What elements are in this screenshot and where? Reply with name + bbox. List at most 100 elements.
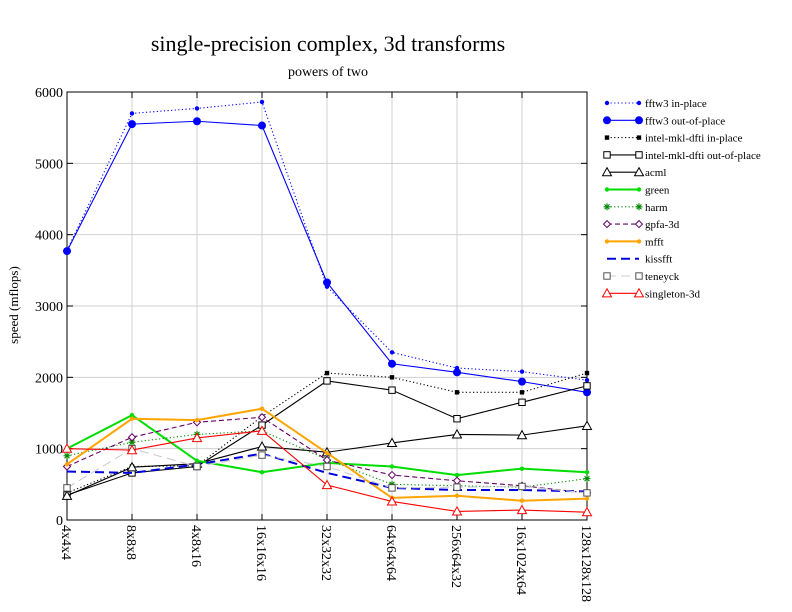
data-point-teneyck xyxy=(63,484,71,492)
legend-marker xyxy=(604,135,610,140)
legend-label: teneyck xyxy=(645,271,680,283)
data-point-green xyxy=(389,464,395,469)
data-point-singleton-3d xyxy=(256,425,268,435)
legend-entry-acml: acml xyxy=(601,166,666,179)
y-tick-label: 4000 xyxy=(35,229,63,244)
data-point-mfft xyxy=(454,493,460,498)
data-point-fftw3-out-of-place xyxy=(583,388,591,397)
data-point-teneyck xyxy=(453,483,461,491)
x-tick-label: 4x4x4 xyxy=(58,525,73,560)
data-point-intel-mkl-dfti-in-place xyxy=(584,370,590,376)
legend-entry-teneyck: teneyck xyxy=(603,271,680,283)
data-point-intel-mkl-dfti-in-place xyxy=(519,390,525,395)
data-point-singleton-3d xyxy=(126,444,138,455)
data-point-teneyck xyxy=(518,482,526,491)
data-point-intel-mkl-dfti-out-of-place xyxy=(518,398,526,407)
data-point-mfft xyxy=(584,496,590,501)
data-point-teneyck xyxy=(583,489,591,497)
legend: fftw3 in-place fftw3 out-of-place intel-mk… xyxy=(601,98,761,300)
data-point-acml xyxy=(386,437,398,448)
data-point-mfft xyxy=(194,417,200,423)
data-point-fftw3-in-place xyxy=(584,377,590,383)
data-point-gpfa-3d xyxy=(452,476,462,485)
series-line-kissfft xyxy=(66,452,588,493)
data-point-fftw3-in-place xyxy=(519,369,525,374)
data-point-mfft xyxy=(64,462,70,467)
data-point-singleton-3d xyxy=(61,443,73,453)
series-mfft xyxy=(64,406,590,503)
legend-entry-green: green xyxy=(604,185,670,197)
legend-label: singleton-3d xyxy=(645,288,700,300)
data-point-intel-mkl-dfti-in-place xyxy=(324,370,330,376)
series-teneyck xyxy=(63,444,591,497)
legend-marker xyxy=(604,100,610,106)
legend-entry-fftw3-out-of-place: fftw3 out-of-place xyxy=(603,115,725,127)
data-point-green xyxy=(129,412,135,418)
data-point-acml xyxy=(256,440,268,451)
legend-marker xyxy=(603,116,611,125)
legend-label: intel-mkl-dfti in-place xyxy=(645,133,743,145)
data-point-fftw3-in-place xyxy=(129,111,135,116)
data-point-intel-mkl-dfti-out-of-place xyxy=(323,377,331,385)
data-point-singleton-3d xyxy=(321,479,333,490)
series-line-teneyck xyxy=(66,448,588,494)
legend-label: gpfa-3d xyxy=(645,219,680,231)
legend-label: harm xyxy=(645,202,668,214)
x-tick-label: 4x8x16 xyxy=(188,525,203,567)
data-point-fftw3-out-of-place xyxy=(518,377,526,386)
data-point-fftw3-out-of-place xyxy=(193,117,201,126)
legend-marker xyxy=(633,166,645,177)
data-point-fftw3-out-of-place xyxy=(323,278,331,287)
legend-label: kissfft xyxy=(645,254,672,266)
data-point-fftw3-out-of-place xyxy=(63,247,71,256)
legend-marker xyxy=(601,166,613,177)
data-point-fftw3-in-place xyxy=(194,106,200,111)
legend-label: fftw3 in-place xyxy=(645,98,707,110)
series-singleton-3d xyxy=(61,425,593,517)
legend-entry-intel-mkl-dfti-in-place: intel-mkl-dfti in-place xyxy=(604,133,743,145)
data-point-gpfa-3d xyxy=(257,413,267,422)
legend-marker xyxy=(603,203,611,211)
data-point-fftw3-out-of-place xyxy=(128,120,136,129)
data-point-singleton-3d xyxy=(191,432,203,443)
data-point-acml xyxy=(126,461,138,472)
legend-marker xyxy=(633,287,645,298)
legend-marker xyxy=(601,287,613,298)
legend-marker xyxy=(603,151,611,159)
y-tick-label: 2000 xyxy=(35,371,63,386)
chart-subtitle: powers of two xyxy=(288,65,368,80)
data-point-teneyck xyxy=(388,484,396,492)
legend-entry-mfft: mfft xyxy=(604,236,664,248)
data-point-mfft xyxy=(259,406,265,411)
data-point-fftw3-in-place xyxy=(259,99,265,105)
data-point-acml xyxy=(451,428,463,439)
grid-lines xyxy=(67,92,587,520)
x-tick-label: 256x64x32 xyxy=(448,525,463,588)
data-point-mfft xyxy=(324,450,330,456)
legend-label: acml xyxy=(645,167,666,179)
legend-entry-singleton-3d: singleton-3d xyxy=(601,287,700,300)
data-point-teneyck xyxy=(258,451,266,459)
data-point-teneyck xyxy=(193,462,201,471)
legend-marker xyxy=(636,135,642,140)
series-kissfft xyxy=(66,452,588,493)
legend-marker xyxy=(634,219,644,229)
x-tick-label: 8x8x8 xyxy=(123,525,138,560)
data-point-mfft xyxy=(519,498,525,503)
y-tick-label: 5000 xyxy=(35,157,63,172)
legend-entry-harm: harm xyxy=(603,202,668,214)
x-tick-label: 32x32x32 xyxy=(318,525,333,581)
data-point-singleton-3d xyxy=(386,495,398,506)
legend-label: green xyxy=(645,185,670,197)
legend-marker xyxy=(635,203,643,211)
data-point-green xyxy=(519,466,525,471)
chart-title: single-precision complex, 3d transforms xyxy=(151,31,505,56)
data-point-green xyxy=(259,470,265,475)
data-point-harm xyxy=(583,475,591,483)
legend-marker xyxy=(635,151,643,159)
y-tick-label: 6000 xyxy=(35,86,63,101)
legend-entry-fftw3-in-place: fftw3 in-place xyxy=(604,98,707,110)
legend-label: intel-mkl-dfti out-of-place xyxy=(645,150,761,162)
data-point-acml xyxy=(516,429,528,440)
legend-marker xyxy=(636,100,642,106)
